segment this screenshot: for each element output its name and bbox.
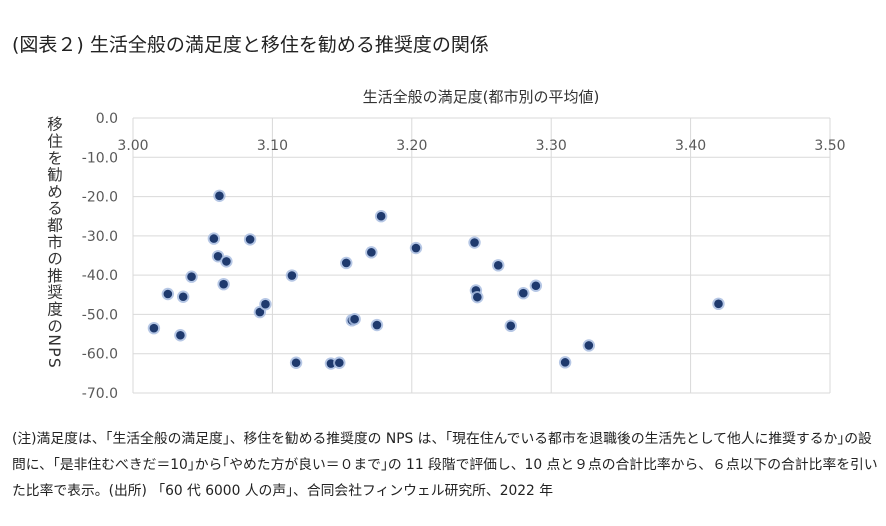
data-point — [341, 258, 351, 268]
y-tick-label: -60.0 — [82, 347, 118, 363]
data-point — [261, 299, 270, 309]
data-point — [219, 279, 228, 289]
chart-svg: 0.0 -10.0 -20.0 -30.0 -40.0 -50.0 -60.0 -70.0 3… — [82, 88, 846, 402]
data-points — [147, 189, 725, 370]
data-point — [350, 314, 359, 324]
data-point — [519, 288, 528, 298]
x-tick-label: 3.40 — [675, 138, 706, 154]
data-point — [209, 234, 219, 243]
x-tick-label: 3.10 — [257, 138, 288, 154]
footnote: (注)満足度は、｢生活全般の満足度｣、移住を勧める推奨度の NPS は、｢現在住… — [12, 431, 878, 499]
data-point — [213, 251, 223, 261]
data-point — [506, 321, 516, 331]
figure-title: (図表２) 生活全般の満足度と移住を勧める推奨度の関係 — [12, 34, 489, 56]
scatter-chart: 0.0 -10.0 -20.0 -30.0 -40.0 -50.0 -60.0 -70.0 3… — [0, 80, 886, 415]
x-tick-label: 3.30 — [536, 138, 567, 154]
x-tick-label: 3.20 — [396, 138, 427, 154]
x-tick-label: 3.50 — [814, 138, 845, 154]
data-point — [326, 359, 336, 368]
data-point — [493, 261, 503, 270]
data-point — [376, 211, 386, 221]
y-tick-labels: 0.0 -10.0 -20.0 -30.0 -40.0 -50.0 -60.0 -70.0 — [82, 111, 118, 402]
data-point — [187, 272, 196, 282]
y-tick-label: -10.0 — [82, 150, 118, 166]
data-point — [178, 292, 188, 302]
data-point — [367, 248, 376, 257]
data-point — [176, 330, 185, 340]
data-point — [149, 323, 159, 333]
data-point — [245, 235, 255, 244]
y-tick-label: 0.0 — [96, 111, 118, 127]
data-point — [531, 281, 541, 291]
data-point — [255, 307, 265, 317]
data-point — [215, 191, 224, 201]
y-tick-label: -70.0 — [82, 386, 118, 402]
y-tick-label: -30.0 — [82, 229, 118, 245]
data-point — [411, 243, 421, 253]
data-point — [473, 292, 482, 302]
data-point — [560, 358, 570, 367]
data-point — [714, 299, 723, 309]
data-point — [287, 271, 297, 280]
x-tick-label: 3.00 — [117, 138, 148, 154]
data-point — [163, 289, 173, 299]
data-point — [335, 358, 344, 368]
y-tick-label: -40.0 — [82, 268, 118, 284]
x-axis-label: 生活全般の満足度(都市別の平均値) — [363, 88, 600, 106]
y-tick-label: -20.0 — [82, 190, 118, 206]
data-point — [291, 358, 301, 368]
data-point — [470, 238, 479, 247]
x-tick-labels: 3.00 3.10 3.20 3.30 3.40 3.50 — [117, 138, 845, 154]
data-point — [372, 320, 382, 330]
data-point — [222, 257, 231, 266]
grid-lines — [132, 117, 831, 394]
y-axis-label: 移住を勧める都市の推奨度のNPS — [45, 116, 63, 369]
y-tick-label: -50.0 — [82, 307, 118, 323]
data-point — [584, 341, 594, 350]
